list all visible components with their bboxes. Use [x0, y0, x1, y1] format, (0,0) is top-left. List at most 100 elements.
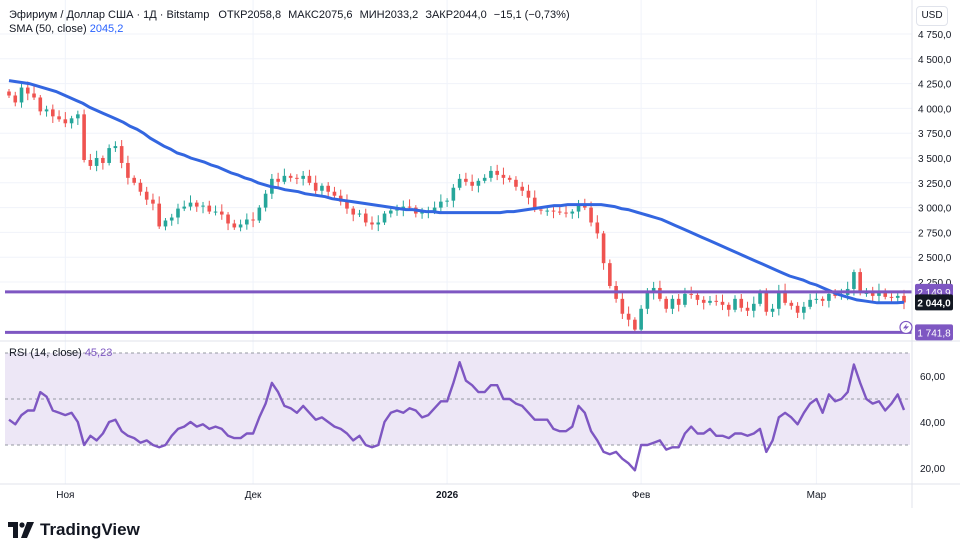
candle-body	[282, 175, 287, 182]
candle-body	[238, 224, 243, 228]
candle-body	[626, 313, 631, 320]
candle-body	[620, 298, 625, 314]
candle-body	[827, 293, 831, 301]
candle-body	[213, 211, 218, 213]
candle-body	[382, 213, 387, 223]
candle-body	[733, 298, 737, 310]
time-tick-label: Дек	[245, 490, 262, 501]
price-tick-label: 3 250,0	[918, 179, 952, 190]
price-tick-label: 4 750,0	[918, 30, 952, 41]
brand-name: TradingView	[40, 520, 140, 539]
price-axis: 4 750,0 4 500,0 4 250,0 4 000,0 3 750,0 3 500…	[918, 30, 952, 289]
candle-body	[814, 298, 819, 300]
candle-body	[132, 177, 136, 183]
candle-body	[38, 97, 43, 112]
sma-label: SMA (50, close)	[9, 23, 87, 35]
candle-body	[808, 299, 812, 307]
candle-body	[895, 295, 900, 298]
rsi-label: RSI (14, close)	[9, 347, 82, 359]
candle-body	[495, 170, 499, 175]
candle-body	[157, 203, 162, 227]
candle-body	[126, 162, 130, 178]
candle-body	[88, 159, 93, 166]
candle-body	[714, 300, 719, 302]
candle-body	[113, 146, 118, 149]
candle-body	[601, 233, 606, 264]
rsi-legend[interactable]: RSI (14, close) 45,23	[9, 346, 112, 360]
time-tick-label: Мар	[807, 490, 827, 501]
candle-body	[251, 219, 255, 221]
candle-body	[739, 298, 744, 308]
candle-body	[44, 109, 49, 112]
candle-body	[276, 178, 280, 182]
candle-body	[758, 291, 762, 304]
currency-button[interactable]: USD	[916, 6, 948, 26]
close-label: ЗАКР	[425, 9, 454, 21]
close-value: 2044,0	[453, 9, 487, 21]
candle-body	[883, 290, 888, 297]
candle-body	[464, 178, 468, 182]
candle-body	[633, 319, 637, 330]
candle-body	[420, 211, 424, 214]
tradingview-logo[interactable]: TradingView	[8, 520, 140, 540]
last-price-tag	[915, 294, 953, 311]
candle-body	[514, 179, 518, 187]
candle-body	[13, 95, 18, 103]
candle-body	[576, 203, 581, 212]
candle-body	[19, 87, 24, 103]
candle-body	[689, 293, 694, 295]
candle-body	[351, 208, 356, 215]
candle-body	[32, 93, 36, 98]
candle-body	[332, 191, 337, 196]
header-legend: Эфириум / Доллар США · 1Д · Bitstamp ОТК…	[9, 8, 570, 22]
candle-body	[307, 175, 312, 183]
candle-body	[357, 213, 362, 215]
candle-body	[370, 222, 374, 225]
candle-body	[902, 295, 906, 303]
candle-body	[169, 217, 174, 221]
price-tick-label: 4 250,0	[918, 80, 952, 91]
candle-body	[858, 272, 862, 293]
price-tick-label: 4 000,0	[918, 104, 952, 115]
rsi-line	[8, 361, 906, 472]
price-tick-label: 3 750,0	[918, 129, 952, 140]
candle-body	[345, 201, 349, 209]
candle-body	[802, 306, 806, 313]
rsi-tick-label: 60,00	[920, 372, 945, 383]
last-price-text: 2 044,0	[917, 298, 951, 309]
candle-body	[457, 178, 462, 188]
candle-body	[194, 202, 199, 207]
sma-line	[8, 79, 905, 305]
tradingview-logo-icon	[8, 522, 34, 538]
candle-body	[595, 222, 600, 234]
candle-body	[676, 298, 681, 305]
hline-price-tag	[915, 324, 953, 341]
candle-body	[501, 174, 506, 178]
sma-legend[interactable]: SMA (50, close) 2045,2	[9, 22, 123, 36]
candle-body	[151, 199, 155, 204]
candle-body	[639, 308, 643, 330]
candle-body	[376, 222, 381, 225]
high-label: МАКС	[288, 9, 319, 21]
candle-body	[363, 213, 368, 223]
candle-body	[388, 210, 393, 214]
candle-body	[777, 290, 781, 309]
candle-body	[144, 191, 149, 200]
candle-body	[245, 219, 249, 225]
candle-body	[138, 182, 143, 192]
alert-icon-bolt	[903, 323, 909, 332]
candle-body	[320, 185, 324, 191]
symbol-title[interactable]: Эфириум / Доллар США · 1Д · Bitstamp	[9, 9, 210, 21]
candle-body	[695, 294, 700, 300]
candle-body	[445, 200, 449, 202]
candle-body	[101, 158, 105, 163]
candle-body	[188, 202, 193, 207]
candle-body	[295, 177, 299, 179]
candle-body	[770, 308, 775, 312]
open-label: ОТКР	[218, 9, 248, 21]
time-tick-label: Фев	[632, 490, 650, 501]
open-value: 2058,8	[247, 9, 282, 21]
candle-body	[313, 182, 318, 191]
candle-body	[783, 290, 787, 303]
